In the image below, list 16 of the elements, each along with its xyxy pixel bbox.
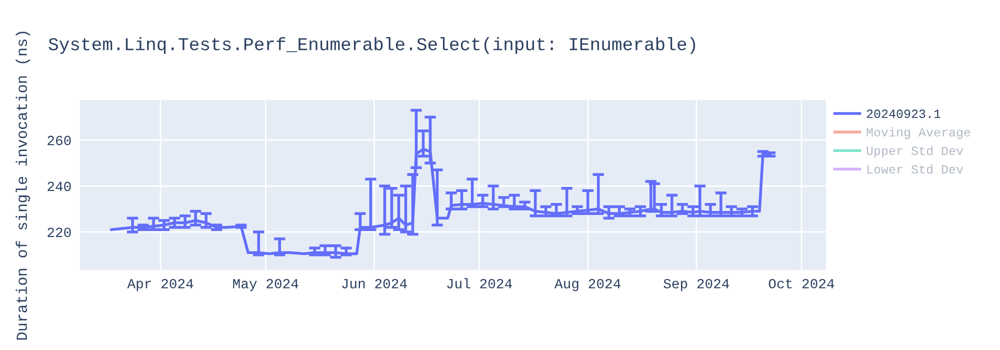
x-tick-label: Jun 2024 (342, 278, 407, 288)
legend-label: Upper Std Dev (866, 146, 964, 158)
y-tick-label: 260 (48, 136, 71, 146)
x-tick-label: Oct 2024 (768, 278, 834, 288)
x-tick-label: May 2024 (233, 278, 298, 292)
x-tick-label: Sep 2024 (664, 278, 730, 292)
x-tick-label: Apr 2024 (127, 278, 194, 292)
legend-label: Moving Average (866, 127, 970, 140)
y-tick-label: 240 (48, 182, 71, 192)
legend-label: Lower Std Dev (867, 164, 964, 174)
x-tick-label: Jul 2024 (447, 278, 512, 288)
legend-label: 20240923.1 (866, 110, 940, 118)
y-tick-label: 220 (48, 228, 71, 238)
y-axis-title: Duration of single invocation (ns) (16, 32, 30, 340)
x-tick-label: Aug 2024 (554, 278, 620, 292)
chart-title: System.Linq.Tests.Perf_Enumerable.Select(input: IEnumerable) (48, 37, 696, 54)
